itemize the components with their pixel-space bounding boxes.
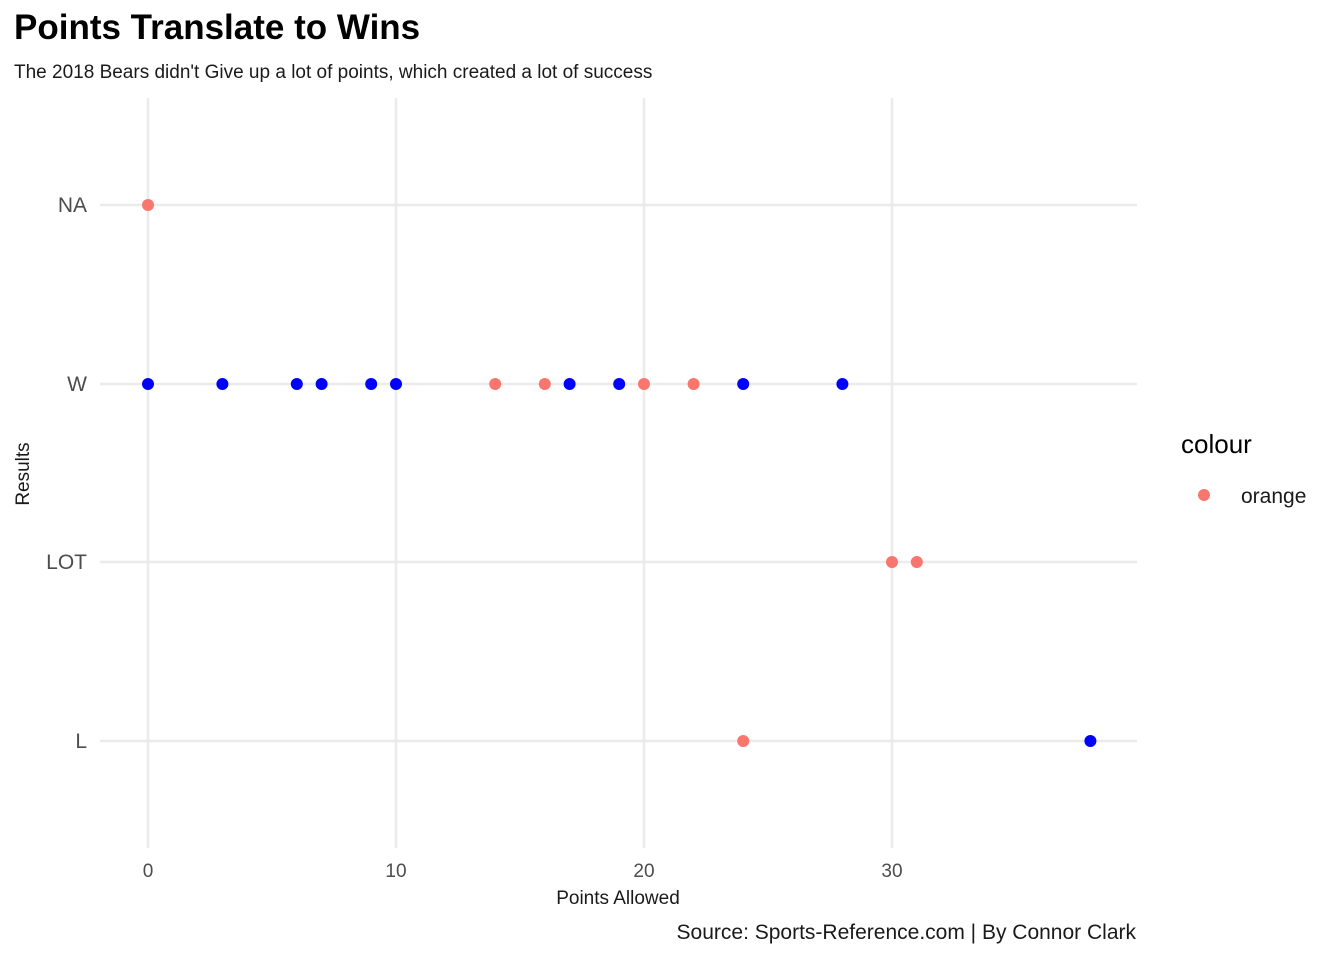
y-tick-label: W [67, 373, 87, 396]
x-axis-title: Points Allowed [556, 888, 680, 909]
data-point [563, 378, 576, 390]
data-point [886, 556, 898, 568]
data-point [613, 378, 626, 390]
data-point [638, 378, 650, 390]
data-point [365, 378, 378, 390]
data-point [216, 378, 229, 390]
data-point [687, 378, 700, 390]
data-points [142, 199, 1097, 747]
data-point [142, 199, 154, 211]
data-point [910, 556, 923, 568]
data-point [737, 378, 750, 390]
chart-title: Points Translate to Wins [14, 8, 421, 47]
y-gridlines [100, 203, 1137, 743]
y-tick-label: NA [58, 194, 87, 217]
x-tick-label: 10 [385, 861, 406, 882]
data-point [489, 378, 502, 390]
data-point [315, 378, 328, 390]
legend: colour orange [1181, 429, 1306, 508]
legend-title: colour [1181, 429, 1252, 459]
data-point [737, 735, 750, 747]
y-tick-labels: L LOT W NA [46, 194, 87, 753]
x-tick-label: 0 [143, 861, 154, 882]
y-tick-label: L [75, 730, 87, 753]
chart-subtitle: The 2018 Bears didn't Give up a lot of p… [14, 62, 653, 83]
x-tick-label: 20 [633, 861, 654, 882]
data-point [538, 378, 551, 390]
data-point [836, 378, 849, 390]
x-tick-label: 30 [881, 861, 902, 882]
data-point [142, 378, 154, 390]
y-tick-label: LOT [46, 551, 87, 574]
data-point [1084, 735, 1097, 747]
y-axis-title: Results [13, 442, 34, 505]
data-point [390, 378, 402, 390]
legend-key-orange [1198, 489, 1210, 501]
x-tick-labels: 0 10 20 30 [143, 861, 903, 882]
x-gridlines [146, 98, 894, 848]
legend-label-orange: orange [1241, 485, 1306, 508]
data-point [290, 378, 303, 390]
chart-caption: Source: Sports-Reference.com | By Connor… [676, 921, 1136, 944]
